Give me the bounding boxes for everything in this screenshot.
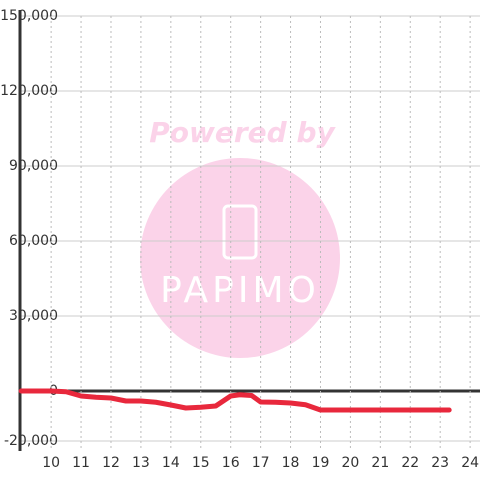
x-tick-label: 20 — [341, 455, 359, 471]
x-tick-label: 11 — [72, 455, 90, 471]
watermark-icon — [222, 204, 258, 260]
y-tick-label: 150,000 — [0, 8, 58, 24]
y-tick-label: 120,000 — [0, 83, 58, 99]
x-tick-label: 21 — [371, 455, 389, 471]
x-tick-label: 19 — [312, 455, 330, 471]
x-tick-label: 15 — [192, 455, 210, 471]
watermark-text: Powered by — [149, 116, 336, 149]
watermark-logo: PAPIMO — [160, 270, 320, 311]
x-tick-label: 13 — [132, 455, 150, 471]
y-tick-label: -20,000 — [4, 433, 58, 449]
x-tick-label: 22 — [401, 455, 419, 471]
x-tick-label: 16 — [222, 455, 240, 471]
x-tick-label: 17 — [252, 455, 270, 471]
x-tick-label: 12 — [102, 455, 120, 471]
x-tick-label: 10 — [42, 455, 60, 471]
x-tick-label: 14 — [162, 455, 180, 471]
data-line — [18, 388, 452, 413]
x-tick-label: 23 — [431, 455, 449, 471]
x-tick-label: 18 — [282, 455, 300, 471]
x-tick-label: 24 — [461, 455, 479, 471]
